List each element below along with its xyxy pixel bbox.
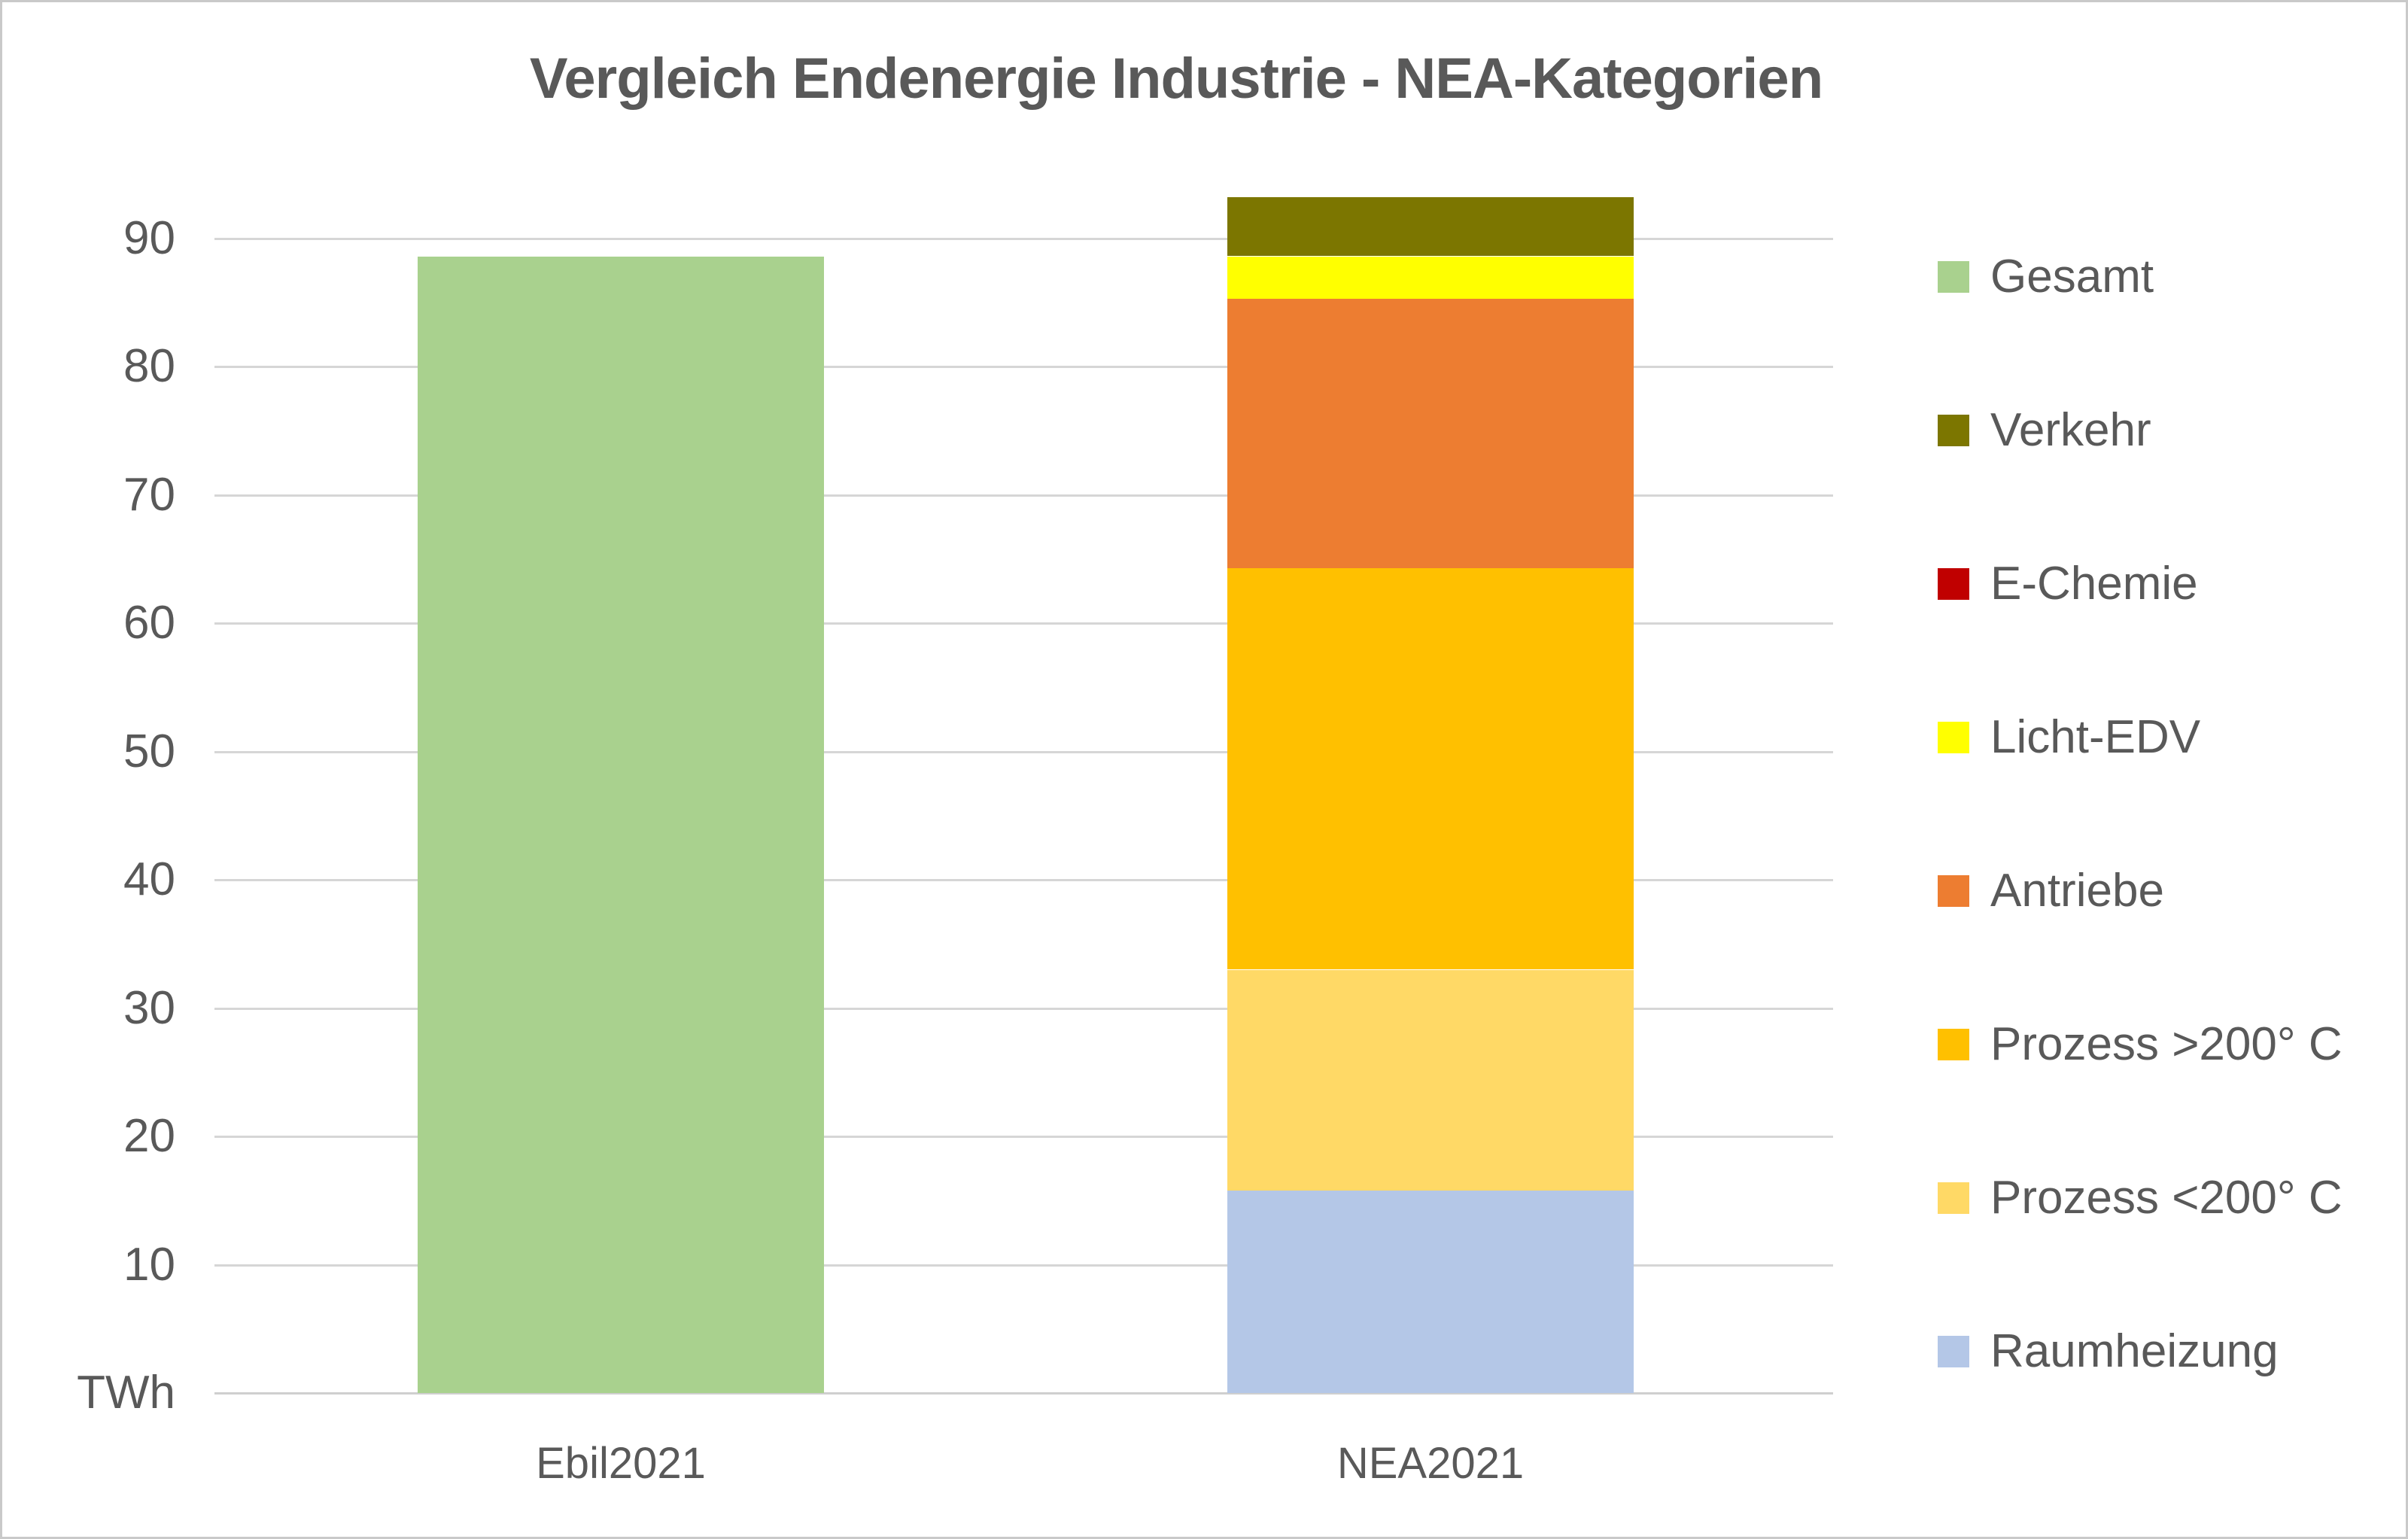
y-tick-label-60: 60 <box>123 597 175 649</box>
x-axis-label-ebil2021: Ebil2021 <box>536 1439 706 1488</box>
y-tick-label-80: 80 <box>123 340 175 392</box>
legend-chip-gesamt <box>1938 261 1969 293</box>
legend-label-prozess-200-c: Prozess >200° C <box>1990 1018 2343 1070</box>
legend-label-prozess-200-c: Prozess <200° C <box>1990 1172 2343 1224</box>
legend-chip-verkehr <box>1938 415 1969 446</box>
bar-segment-nea2021-raumheizung <box>1227 1191 1634 1393</box>
gridline-60 <box>214 622 1833 625</box>
legend-label-raumheizung: Raumheizung <box>1990 1325 2279 1377</box>
legend-label-e-chemie: E-Chemie <box>1990 558 2198 610</box>
gridline-50 <box>214 751 1833 753</box>
bar-segment-nea2021-prozess-200-c <box>1227 970 1634 1191</box>
legend-label-antriebe: Antriebe <box>1990 865 2164 917</box>
x-axis-label-nea2021: NEA2021 <box>1336 1439 1525 1488</box>
gridline-90 <box>214 238 1833 240</box>
gridline-70 <box>214 494 1833 497</box>
chart-title: Vergleich Endenergie Industrie - NEA-Kat… <box>529 47 1823 111</box>
gridline-10 <box>214 1264 1833 1267</box>
gridline-20 <box>214 1136 1833 1138</box>
gridline-80 <box>214 366 1833 368</box>
legend-label-licht-edv: Licht-EDV <box>1990 711 2201 763</box>
bar-segment-nea2021-antriebe <box>1227 299 1634 568</box>
y-axis-unit-label: TWh <box>77 1367 175 1419</box>
legend-chip-antriebe <box>1938 875 1969 907</box>
y-tick-label-10: 10 <box>123 1239 175 1291</box>
legend-chip-raumheizung <box>1938 1336 1969 1367</box>
x-axis-line <box>214 1392 1833 1395</box>
y-tick-label-50: 50 <box>123 725 175 777</box>
gridline-30 <box>214 1008 1833 1010</box>
legend-chip-prozess-200-c <box>1938 1029 1969 1060</box>
legend-chip-e-chemie <box>1938 568 1969 600</box>
y-tick-label-40: 40 <box>123 853 175 905</box>
gridline-40 <box>214 879 1833 881</box>
y-tick-label-70: 70 <box>123 469 175 521</box>
bar-segment-nea2021-licht-edv <box>1227 257 1634 299</box>
legend-label-verkehr: Verkehr <box>1990 404 2151 456</box>
legend-label-gesamt: Gesamt <box>1990 251 2154 303</box>
legend-chip-prozess-200-c <box>1938 1182 1969 1214</box>
bar-segment-nea2021-prozess-200-c <box>1227 568 1634 969</box>
bar-segment-nea2021-verkehr <box>1227 197 1634 256</box>
y-tick-label-90: 90 <box>123 212 175 264</box>
bar-segment-ebil2021-gesamt <box>418 257 824 1393</box>
y-tick-label-30: 30 <box>123 982 175 1034</box>
legend-chip-licht-edv <box>1938 722 1969 753</box>
y-tick-label-20: 20 <box>123 1110 175 1162</box>
